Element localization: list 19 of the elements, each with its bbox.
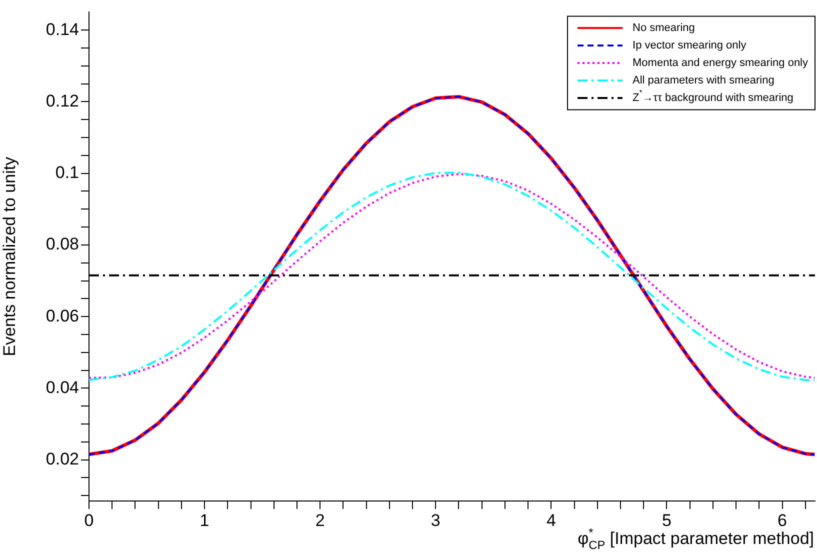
x-tick-label: 0 xyxy=(84,510,94,530)
y-tick-label: 0.06 xyxy=(46,306,79,326)
y-tick-label: 0.12 xyxy=(46,91,79,110)
legend-label: All parameters with smearing xyxy=(632,74,774,86)
legend-label: Momenta and energy smearing only xyxy=(632,56,808,69)
x-tick-label: 5 xyxy=(662,510,672,530)
y-tick-label: 0.08 xyxy=(46,234,79,254)
y-tick-label: 0.04 xyxy=(46,378,79,397)
x-tick-label: 1 xyxy=(200,510,210,530)
x-tick-label: 2 xyxy=(315,510,325,530)
x-tick-label: 4 xyxy=(546,510,556,530)
legend-label: Ip vector smearing only xyxy=(632,39,747,52)
legend-label: No smearing xyxy=(632,22,695,34)
y-tick-label: 0.1 xyxy=(55,163,79,182)
y-axis-title: Events normalized to unity xyxy=(0,156,19,356)
x-tick-label: 6 xyxy=(778,510,788,530)
y-tick-label: 0.02 xyxy=(46,450,79,469)
x-tick-label: 3 xyxy=(430,510,440,530)
y-tick-label: 0.14 xyxy=(46,20,79,39)
